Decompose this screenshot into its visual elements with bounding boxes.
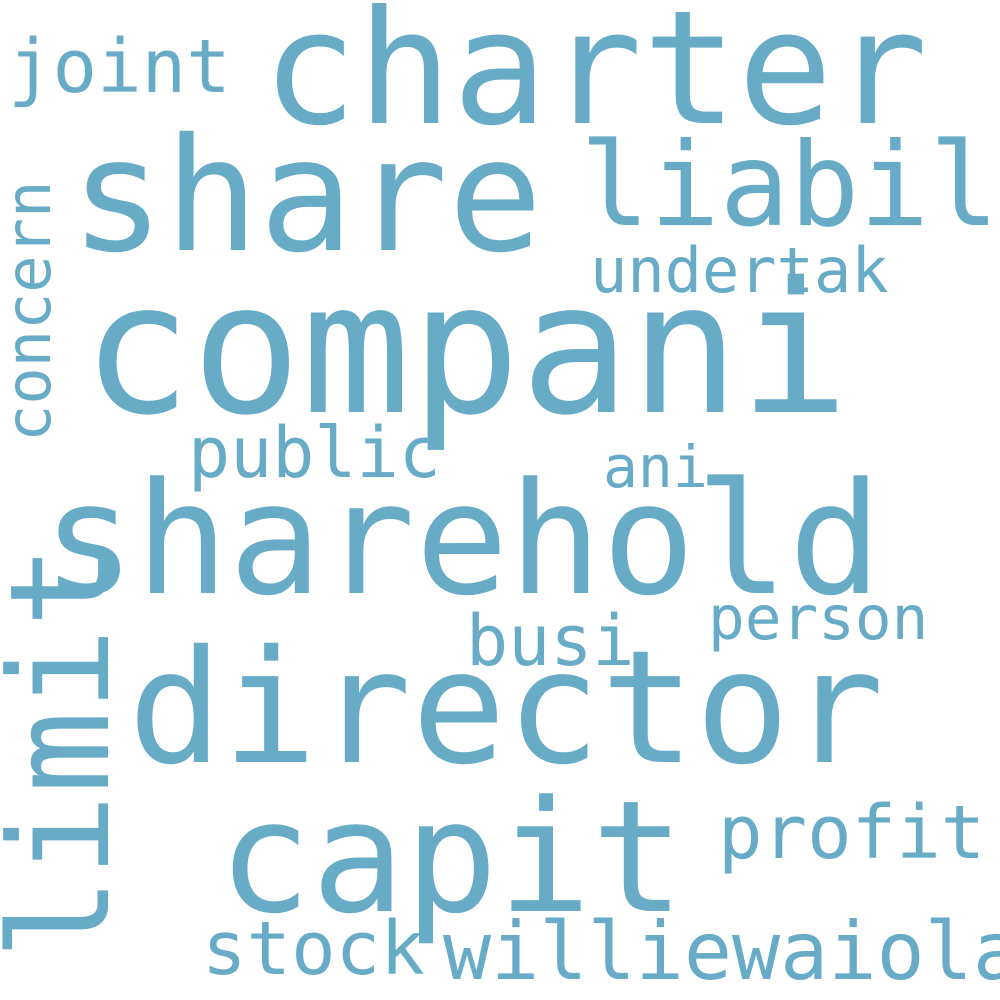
word-person: person [708,583,929,654]
word-undertak: undertak [590,234,889,307]
word-capit: capit [218,767,685,948]
word-liabil: liabil [580,118,1000,253]
word-joint: joint [8,24,231,110]
word-charter: charter [262,0,928,161]
word-director: director [128,617,885,800]
word-share: share [70,105,543,288]
word-public: public [188,412,441,494]
word-profit: profit [718,790,986,876]
word-limit: limit [0,544,141,960]
word-busi: busi [466,600,635,682]
word-compani: compani [82,243,850,455]
word-ani: ani [603,433,708,501]
word-stock: stock [202,906,425,992]
word-williewaiola: williewaiola [443,905,1000,998]
word-concern: concern [0,180,65,442]
word-sharehold: sharehold [42,449,882,630]
